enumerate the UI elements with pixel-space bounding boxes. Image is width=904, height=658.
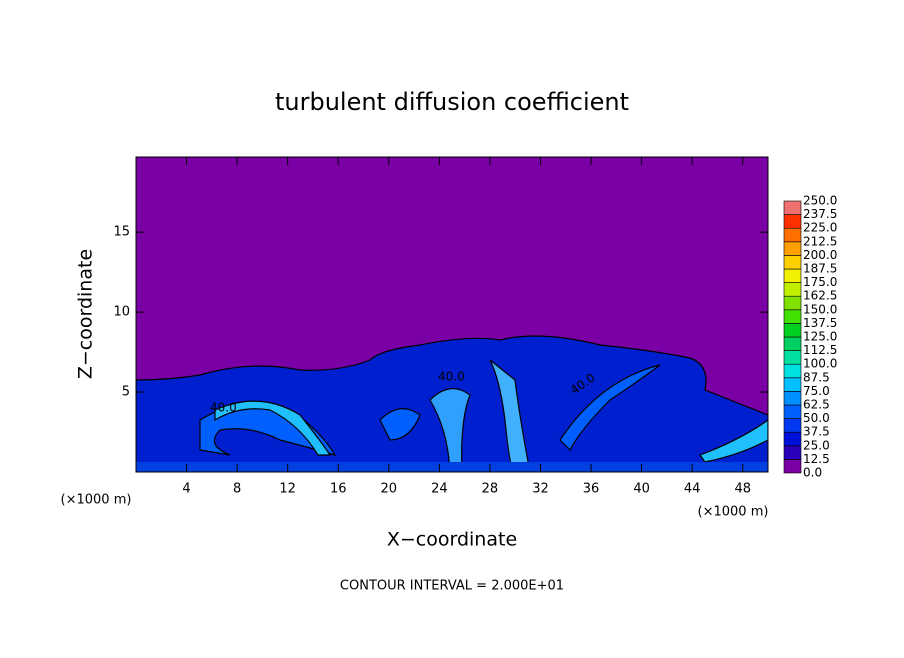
- colorbar-band: [783, 336, 802, 351]
- colorbar-band: [783, 363, 802, 379]
- colorbar-band: [783, 377, 802, 392]
- x-unit-label: (×1000 m): [698, 505, 769, 520]
- colorbar-label: 62.5: [803, 398, 830, 412]
- x-tick-label: 16: [330, 482, 347, 497]
- colorbar-label: 37.5: [803, 425, 830, 439]
- plot-frame: [135, 156, 769, 473]
- colorbar-label: 25.0: [803, 438, 830, 452]
- colorbar-band: [783, 268, 802, 283]
- x-tick-label: 36: [583, 482, 600, 497]
- y-tick-label: 10: [113, 305, 130, 320]
- y-axis-label: Z−coordinate: [75, 249, 97, 379]
- colorbar-band: [783, 459, 802, 474]
- colorbar-band: [783, 200, 802, 215]
- x-tick-label: 28: [482, 482, 499, 497]
- colorbar-label: 137.5: [803, 316, 837, 330]
- x-tick-label: 32: [532, 482, 549, 497]
- field-shapes: [136, 335, 768, 472]
- colorbar-band: [783, 282, 802, 297]
- colorbar-label: 75.0: [803, 384, 830, 398]
- x-tick-label: 44: [684, 482, 701, 497]
- colorbar-label: 0.0: [803, 466, 822, 480]
- colorbar-band: [783, 214, 802, 229]
- colorbar-label: 162.5: [803, 289, 837, 303]
- colorbar-label: 225.0: [803, 221, 837, 235]
- colorbar-label: 12.5: [803, 452, 830, 466]
- colorbar-label: 125.0: [803, 330, 837, 344]
- colorbar-label: 150.0: [803, 302, 837, 316]
- x-tick-label: 20: [381, 482, 398, 497]
- colorbar-band: [783, 404, 802, 419]
- colorbar-band: [783, 391, 802, 406]
- colorbar-band: [783, 431, 802, 447]
- y-tick-label: 15: [113, 225, 130, 240]
- colorbar-label: 237.5: [803, 207, 837, 221]
- colorbar-band: [783, 445, 802, 460]
- colorbar-band: [783, 295, 802, 311]
- x-tick-label: 4: [182, 482, 190, 497]
- colorbar-band: [783, 323, 802, 338]
- colorbar-band: [783, 255, 802, 270]
- x-axis-label: X−coordinate: [387, 529, 517, 551]
- contour-label: 40.0: [210, 401, 237, 415]
- colorbar-band: [783, 418, 802, 433]
- colorbar-label: 50.0: [803, 411, 830, 425]
- colorbar-label: 212.5: [803, 234, 837, 248]
- chart-title: turbulent diffusion coefficient: [275, 88, 629, 116]
- contour-label: 40.0: [438, 370, 465, 384]
- x-tick-label: 8: [233, 482, 241, 497]
- x-tick-label: 48: [734, 482, 751, 497]
- colorbar-label: 112.5: [803, 343, 837, 357]
- x-tick-label: 40: [633, 482, 650, 497]
- colorbar-band: [783, 227, 802, 243]
- annotation: CONTOUR INTERVAL = 2.000E+01: [340, 579, 564, 594]
- x-tick-label: 12: [279, 482, 296, 497]
- colorbar-band: [783, 309, 802, 324]
- x-tick-label: 24: [431, 482, 448, 497]
- colorbar-label: 100.0: [803, 357, 837, 371]
- x-unit-label: (×1000 m): [61, 493, 132, 508]
- colorbar-label: 250.0: [803, 194, 837, 208]
- colorbar-band: [783, 241, 802, 256]
- colorbar-label: 187.5: [803, 262, 837, 276]
- colorbar-label: 175.0: [803, 275, 837, 289]
- y-tick-label: 5: [122, 385, 130, 400]
- colorbar-label: 87.5: [803, 370, 830, 384]
- colorbar-band: [783, 350, 802, 365]
- colorbar-label: 200.0: [803, 248, 837, 262]
